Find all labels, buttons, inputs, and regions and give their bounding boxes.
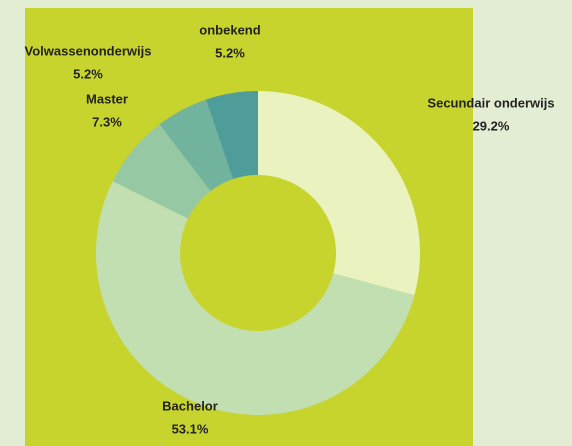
slice [258, 91, 420, 296]
slice-label: Bachelor [162, 398, 218, 413]
slice-value-label: 53.1% [172, 421, 209, 436]
slice [206, 91, 258, 180]
slice-label: Master [86, 91, 128, 106]
slice-value-label: 5.2% [73, 66, 103, 81]
slice-value-label: 5.2% [215, 45, 245, 60]
slice [112, 124, 211, 219]
slice [95, 181, 415, 416]
slice-label: onbekend [199, 22, 260, 37]
slice-label: Secundair onderwijs [427, 95, 554, 110]
slice [159, 99, 233, 192]
slice-value-label: 29.2% [473, 118, 510, 133]
slice-value-label: 7.3% [92, 114, 122, 129]
slice-label: Volwassenonderwijs [25, 43, 152, 58]
